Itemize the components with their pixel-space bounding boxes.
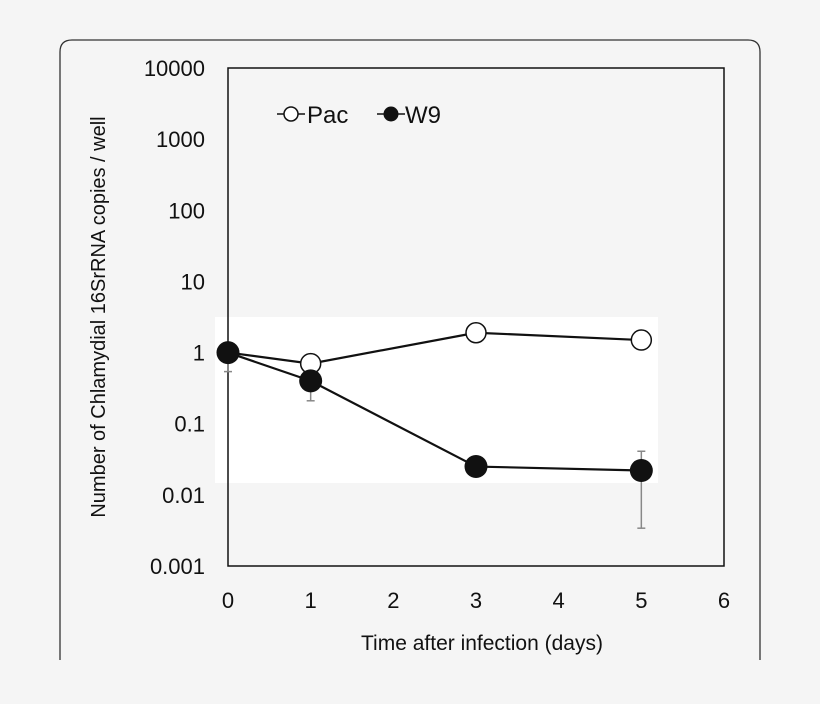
legend-w9-label: W9: [405, 102, 441, 129]
x-tick-label: 1: [305, 588, 317, 613]
y-tick-label: 0.001: [150, 554, 205, 579]
data-point-pac: [465, 321, 487, 344]
x-tick-label: 4: [553, 588, 565, 613]
series-line-w9: [227, 351, 642, 472]
y-tick-label: 0.01: [162, 483, 205, 508]
legend: Pac W9: [277, 102, 441, 129]
x-axis-label: Time after infection (days): [361, 632, 603, 655]
x-tick-label: 5: [635, 588, 647, 613]
data-point-pac: [630, 329, 653, 351]
legend-pac-label: Pac: [307, 102, 348, 129]
legend-w9-marker: [383, 106, 399, 122]
y-tick-label: 1000: [156, 127, 205, 152]
y-tick-label: 10: [181, 269, 205, 294]
x-tick-label: 3: [470, 588, 482, 613]
highlight-patch: [215, 317, 658, 483]
y-tick-label: 100: [168, 198, 205, 223]
y-tick-label: 0.1: [174, 412, 205, 437]
data-point-w9: [216, 341, 240, 365]
x-tick-label: 6: [718, 588, 730, 613]
frame-border: [59, 39, 761, 660]
x-tick-label: 0: [222, 588, 234, 613]
legend-pac-marker: [283, 106, 299, 122]
series-line-pac: [227, 331, 642, 365]
x-tick-label: 2: [387, 588, 399, 613]
data-point-w9: [464, 455, 488, 479]
y-tick-label: 1: [193, 341, 205, 366]
plot-area: [227, 67, 725, 567]
y-tick-label: 10000: [144, 56, 205, 81]
data-point-w9: [629, 458, 653, 482]
data-point-w9: [299, 369, 323, 393]
y-axis-label: Number of Chlamydial 16SrRNA copies / we…: [88, 116, 110, 517]
